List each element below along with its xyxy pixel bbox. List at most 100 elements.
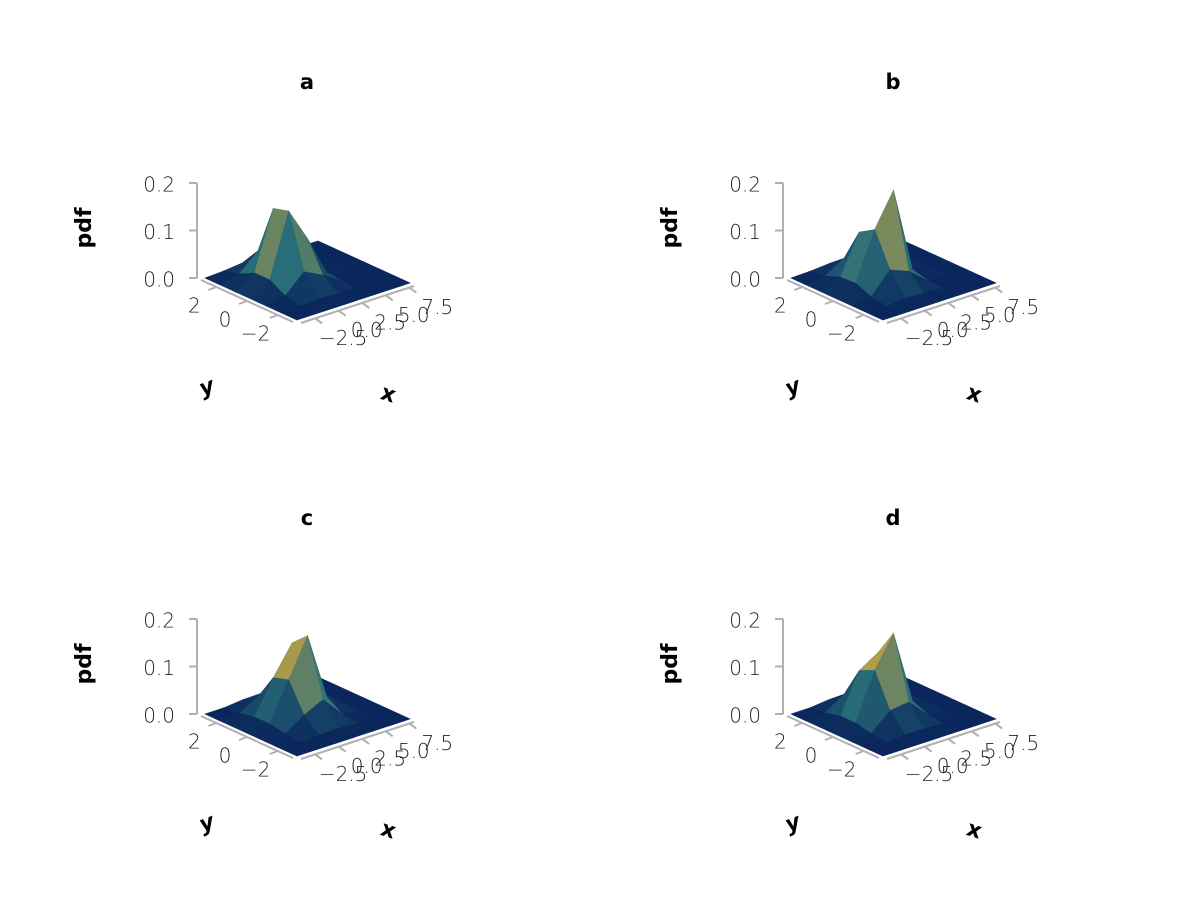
x-tick	[900, 753, 909, 761]
y-tick-label: 0	[805, 744, 818, 768]
y-tick	[855, 750, 865, 755]
x-tick	[361, 302, 370, 309]
z-axis-label: pdf	[658, 643, 683, 684]
y-tick	[855, 314, 865, 319]
x-tick-label: −2.5	[905, 762, 954, 786]
y-tick-label: −2	[241, 322, 270, 346]
x-tick-label: 2.5	[374, 310, 406, 334]
x-axis-label: x	[964, 816, 985, 844]
x-tick-label: 2.5	[374, 746, 406, 770]
z-tick-label: 0.0	[143, 268, 175, 292]
x-tick-label: 7.5	[421, 731, 453, 755]
x-tick	[924, 309, 933, 317]
z-tick-label: 0.0	[729, 704, 761, 728]
x-axis-label: x	[378, 380, 399, 408]
y-tick	[824, 300, 834, 305]
x-tick	[385, 294, 394, 302]
x-tick	[947, 738, 956, 745]
y-tick	[793, 722, 803, 727]
z-tick-label: 0.2	[143, 609, 175, 633]
x-tick	[338, 309, 347, 317]
x-axis	[300, 721, 415, 760]
surface-cell	[866, 306, 903, 321]
panel-title: a	[300, 70, 314, 94]
x-tick-label: 0.0	[937, 318, 969, 342]
x-tick-label: 5.0	[984, 303, 1016, 327]
z-tick-label: 0.1	[143, 656, 175, 680]
y-tick-label: −2	[241, 758, 270, 782]
y-tick-label: 2	[774, 294, 787, 318]
x-tick	[338, 745, 347, 753]
y-tick	[793, 286, 803, 291]
panel-title: d	[885, 506, 900, 530]
x-tick-label: −2.5	[319, 762, 368, 786]
y-tick-label: 2	[188, 294, 201, 318]
y-tick-label: −2	[827, 758, 856, 782]
x-axis	[300, 285, 415, 324]
y-tick	[269, 750, 279, 755]
x-tick	[314, 753, 323, 761]
x-tick	[900, 317, 909, 325]
z-axis-label: pdf	[72, 643, 97, 684]
x-tick-label: 0.0	[351, 318, 383, 342]
x-tick	[314, 317, 323, 325]
y-tick-label: 0	[219, 744, 232, 768]
x-axis	[886, 285, 1001, 324]
x-tick-label: 5.0	[984, 739, 1016, 763]
x-tick	[971, 294, 980, 302]
y-tick-label: 0	[219, 308, 232, 332]
z-axis-label: pdf	[72, 207, 97, 248]
z-tick-label: 0.1	[143, 220, 175, 244]
z-tick-label: 0.2	[729, 173, 761, 197]
surface-cell	[280, 306, 317, 321]
y-tick-label: 2	[774, 730, 787, 754]
x-axis	[886, 721, 1001, 760]
x-tick	[408, 722, 417, 730]
z-tick-label: 0.1	[729, 220, 761, 244]
y-tick-label: −2	[827, 322, 856, 346]
panel-title: b	[885, 70, 900, 94]
x-tick-label: 2.5	[960, 746, 992, 770]
x-tick-label: −2.5	[319, 326, 368, 350]
panel-title: c	[301, 506, 313, 530]
z-tick-label: 0.1	[729, 656, 761, 680]
y-axis-label: y	[196, 373, 220, 402]
z-tick-label: 0.0	[729, 268, 761, 292]
x-tick-label: 0.0	[351, 754, 383, 778]
x-tick-label: 5.0	[398, 739, 430, 763]
x-tick	[994, 286, 1003, 294]
y-tick	[238, 300, 248, 305]
x-tick-label: 7.5	[1007, 731, 1039, 755]
surface-cell	[866, 742, 903, 757]
y-tick-label: 0	[805, 308, 818, 332]
x-tick	[361, 738, 370, 745]
y-tick-label: 2	[188, 730, 201, 754]
z-axis-label: pdf	[658, 207, 683, 248]
x-tick-label: 2.5	[960, 310, 992, 334]
y-tick	[207, 722, 217, 727]
y-tick	[207, 286, 217, 291]
y-tick	[269, 314, 279, 319]
y-tick	[824, 736, 834, 741]
x-tick-label: −2.5	[905, 326, 954, 350]
x-tick	[994, 722, 1003, 730]
x-tick-label: 7.5	[421, 295, 453, 319]
y-axis-label: y	[196, 809, 220, 838]
y-axis-label: y	[782, 373, 806, 402]
y-tick	[238, 736, 248, 741]
x-tick-label: 7.5	[1007, 295, 1039, 319]
x-tick	[971, 730, 980, 738]
x-tick	[408, 286, 417, 294]
x-tick-label: 5.0	[398, 303, 430, 327]
x-tick	[385, 730, 394, 738]
x-tick-label: 0.0	[937, 754, 969, 778]
y-axis-label: y	[782, 809, 806, 838]
x-axis-label: x	[964, 380, 985, 408]
x-tick	[947, 302, 956, 309]
x-axis-label: x	[378, 816, 399, 844]
x-tick	[924, 745, 933, 753]
z-tick-label: 0.0	[143, 704, 175, 728]
z-tick-label: 0.2	[729, 609, 761, 633]
